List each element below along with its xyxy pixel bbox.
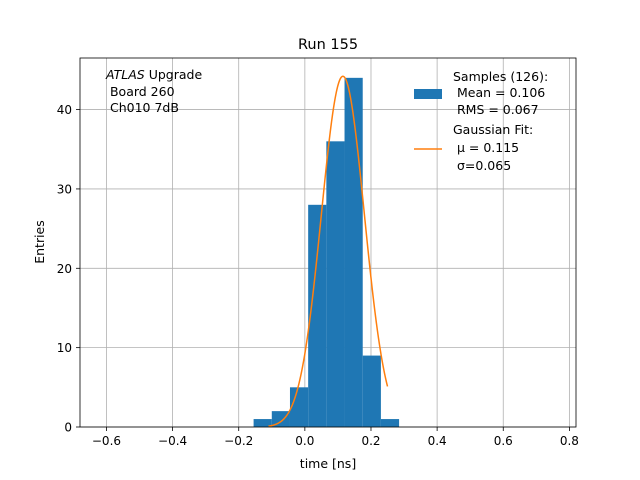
x-tick-label: 0.6: [494, 434, 513, 448]
x-tick-label: 0.0: [295, 434, 314, 448]
annotation-line-2: Board 260: [106, 84, 175, 99]
annotation-line-3: Ch010 7dB: [106, 100, 179, 115]
histogram-bar: [362, 355, 381, 427]
atlas-annotation: ATLAS Upgrade Board 260 Ch010 7dB: [105, 67, 202, 115]
legend-samples-line-2: Mean = 0.106: [453, 85, 545, 100]
axes-frame: [79, 57, 577, 428]
histogram-bar: [308, 204, 327, 427]
histogram-bars: [253, 77, 400, 428]
histogram-bar: [289, 387, 309, 427]
annotation-upgrade: Upgrade: [145, 67, 203, 82]
legend-samples-line-1: Samples (126):: [453, 69, 548, 84]
y-tick-label: 0: [64, 421, 72, 435]
legend: Samples (126): Mean = 0.106 RMS = 0.067 …: [414, 69, 548, 173]
legend-fit-line-3: σ=0.065: [453, 158, 511, 173]
legend-fit-line-1: Gaussian Fit:: [453, 122, 533, 137]
histogram-bar: [380, 419, 400, 427]
x-tick-label: −0.6: [92, 434, 121, 448]
x-tick-label: 0.2: [361, 434, 380, 448]
x-tick-label: −0.2: [224, 434, 253, 448]
x-tick-label: 0.8: [560, 434, 579, 448]
histogram-bar: [253, 419, 272, 427]
y-tick-label: 20: [57, 262, 72, 276]
y-axis-label: Entries: [32, 220, 47, 264]
y-tick-label: 30: [57, 182, 72, 196]
ticks-layer: −0.6 −0.4 −0.2 0.0 0.2 0.4 0.6 0.8 0 10 20 30 40: [57, 103, 579, 448]
y-tick-label: 10: [57, 341, 72, 355]
chart-title: Run 155: [298, 37, 358, 53]
x-axis-label: time [ns]: [300, 456, 356, 471]
gaussian-fit-curve: [268, 75, 389, 427]
histogram-bar: [344, 77, 363, 427]
legend-samples-swatch: [414, 89, 442, 99]
x-tick-label: −0.4: [158, 434, 187, 448]
annotation-line-1: ATLAS Upgrade: [105, 67, 202, 82]
x-tick-label: 0.4: [428, 434, 447, 448]
histogram-bar: [271, 411, 290, 427]
legend-fit-line-2: μ = 0.115: [453, 140, 519, 155]
annotation-atlas: ATLAS: [105, 67, 145, 82]
legend-samples-line-3: RMS = 0.067: [453, 102, 539, 117]
y-tick-label: 40: [57, 103, 72, 117]
histogram-bar: [326, 141, 345, 428]
